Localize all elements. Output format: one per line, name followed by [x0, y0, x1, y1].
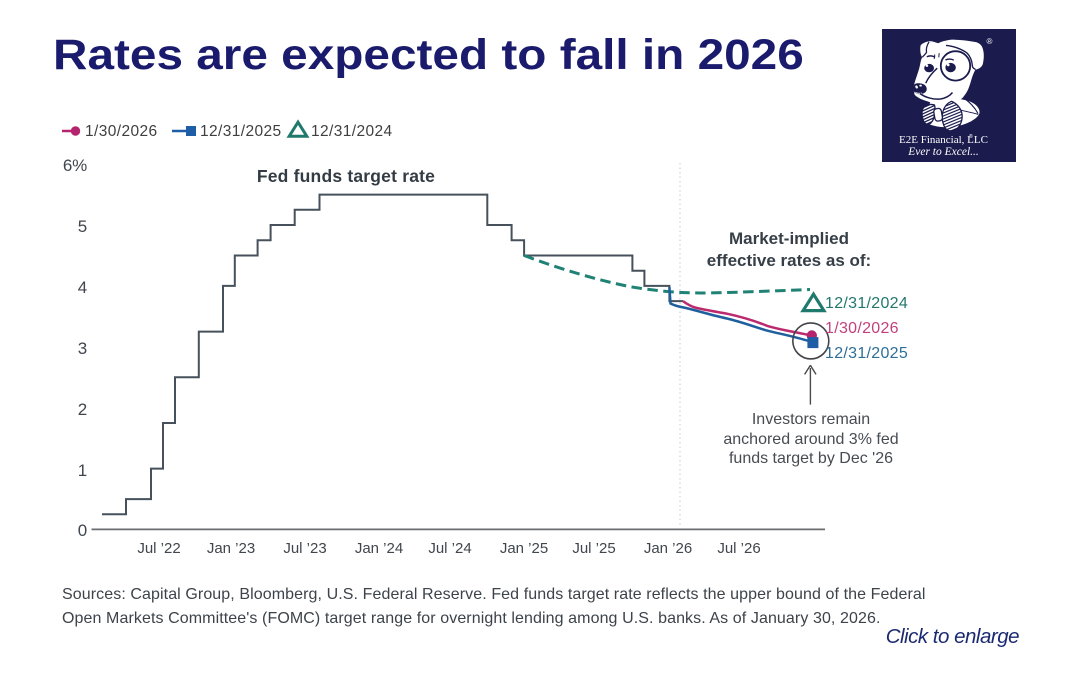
- svg-text:Ever to Excel...: Ever to Excel...: [907, 146, 979, 158]
- svg-text:®: ®: [987, 37, 993, 46]
- svg-text:E2E Financial, LLC: E2E Financial, LLC: [899, 134, 988, 146]
- svg-text:®: ®: [969, 133, 973, 140]
